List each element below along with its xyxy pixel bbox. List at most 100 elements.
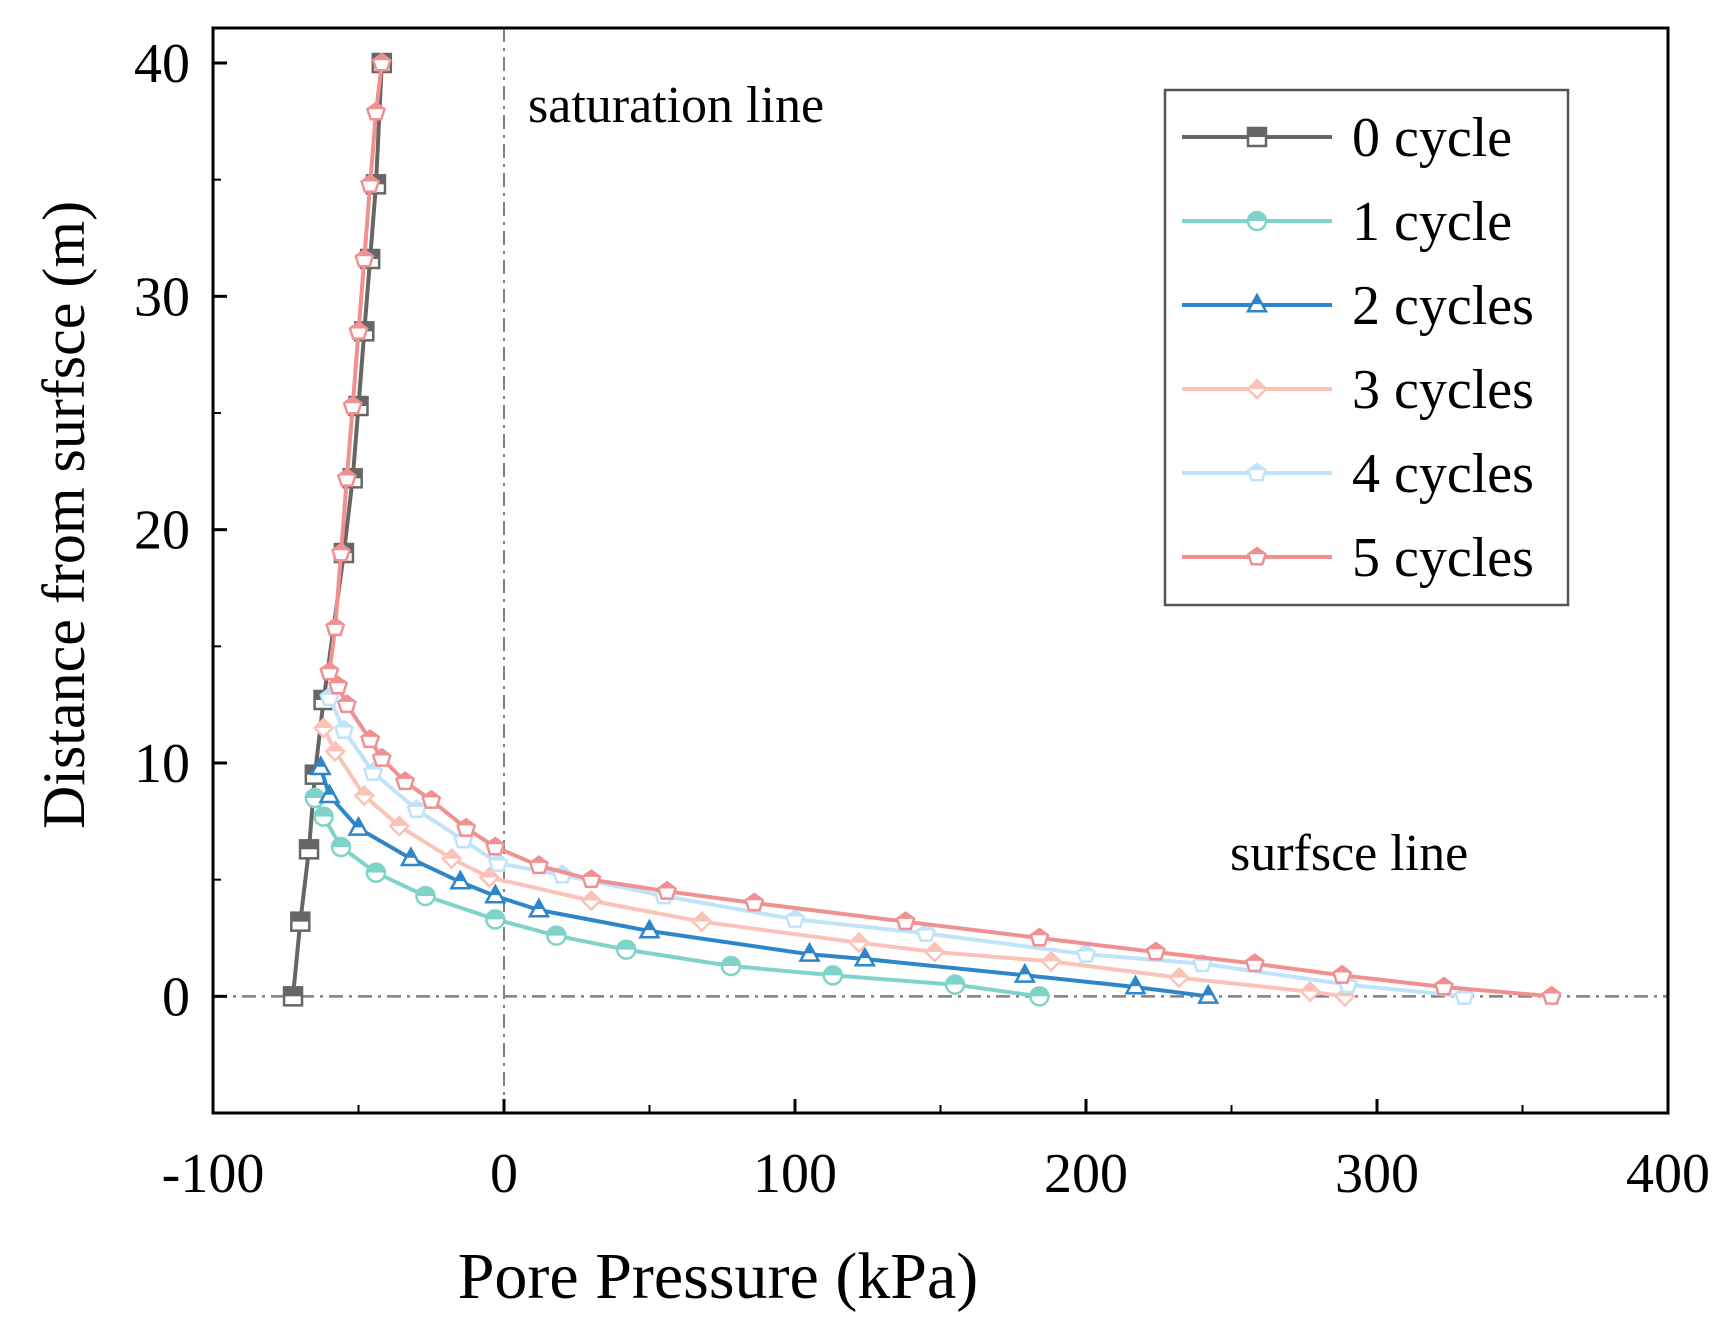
data-point-fill bbox=[284, 987, 303, 997]
y-tick-label: 20 bbox=[134, 500, 190, 562]
data-point-fill bbox=[925, 943, 944, 952]
data-point-fill bbox=[335, 721, 353, 728]
data-point-fill bbox=[338, 469, 356, 476]
data-point-fill bbox=[530, 856, 548, 863]
data-point-fill bbox=[367, 103, 385, 110]
data-point-fill bbox=[1435, 978, 1453, 985]
data-point-fill bbox=[1019, 965, 1030, 975]
data-point-fill bbox=[344, 397, 362, 404]
x-tick-label: 400 bbox=[1626, 1143, 1710, 1205]
x-tick-label: 200 bbox=[1044, 1143, 1128, 1205]
data-point-fill bbox=[442, 849, 461, 859]
data-point-fill bbox=[582, 870, 600, 877]
data-point-fill bbox=[1248, 128, 1266, 137]
data-point-fill bbox=[353, 818, 364, 828]
data-point-fill bbox=[326, 618, 344, 625]
legend-label: 5 cycles bbox=[1352, 527, 1534, 589]
data-point-fill bbox=[486, 910, 505, 920]
data-point-fill bbox=[338, 695, 356, 702]
data-point-fill bbox=[490, 886, 501, 896]
legend-box bbox=[1163, 88, 1570, 607]
data-point-fill bbox=[355, 786, 374, 796]
data-point-fill bbox=[390, 817, 409, 826]
data-point-fill bbox=[859, 949, 870, 959]
data-point-fill bbox=[314, 807, 333, 817]
data-point-fill bbox=[489, 854, 507, 861]
y-tick-label: 30 bbox=[134, 266, 190, 328]
series-1-cycle bbox=[304, 787, 1050, 1007]
series-line bbox=[321, 727, 1346, 999]
data-point-fill bbox=[823, 966, 842, 976]
data-point-fill bbox=[804, 944, 815, 954]
data-point-fill bbox=[315, 757, 326, 767]
data-point-fill bbox=[408, 800, 426, 807]
data-point-fill bbox=[1252, 295, 1262, 305]
x-tick-label: 0 bbox=[490, 1143, 518, 1205]
data-point-fill bbox=[1248, 212, 1266, 221]
data-point-fill bbox=[405, 848, 416, 858]
data-point-fill bbox=[897, 912, 915, 919]
data-point-fill bbox=[547, 926, 566, 936]
data-point-fill bbox=[480, 868, 499, 878]
legend: 0 cycle 1 cycle 2 cycles 3 cycles 4 cycles 5 … bbox=[1163, 88, 1570, 607]
legend-label: 3 cycles bbox=[1352, 359, 1534, 421]
data-point-fill bbox=[373, 749, 391, 756]
data-point-fill bbox=[320, 663, 338, 670]
data-point-fill bbox=[917, 924, 935, 931]
data-point-fill bbox=[305, 789, 324, 798]
data-point-fill bbox=[644, 921, 655, 931]
legend-label: 0 cycle bbox=[1352, 107, 1512, 169]
data-point-fill bbox=[1333, 966, 1351, 973]
data-point-fill bbox=[332, 544, 350, 551]
data-point-fill bbox=[786, 910, 804, 917]
data-point-fill bbox=[692, 912, 711, 922]
data-point-fill bbox=[1301, 982, 1320, 992]
data-point-fill bbox=[291, 912, 310, 922]
data-point-fill bbox=[1147, 943, 1165, 950]
data-point-fill bbox=[324, 785, 335, 795]
data-point-fill bbox=[1077, 945, 1095, 952]
series-3-cycles bbox=[312, 717, 1356, 1008]
y-tick-label: 10 bbox=[134, 733, 190, 795]
data-point-fill bbox=[533, 900, 544, 910]
x-tick-label: -100 bbox=[162, 1143, 265, 1205]
series-5-cycles bbox=[319, 52, 1562, 1005]
saturation-line-label: saturation line bbox=[528, 77, 824, 134]
data-point-fill bbox=[332, 838, 351, 847]
data-point-fill bbox=[1170, 968, 1189, 978]
y-axis-title: Distance from surfsce (m) bbox=[31, 201, 97, 829]
y-axis-ticks: 0 10 20 30 40 bbox=[134, 33, 227, 1114]
data-point-fill bbox=[745, 894, 763, 901]
data-point-fill bbox=[396, 772, 414, 779]
data-point-fill bbox=[366, 863, 385, 873]
series-line bbox=[327, 696, 1465, 999]
data-point-fill bbox=[721, 957, 740, 966]
y-tick-label: 0 bbox=[162, 966, 190, 1028]
data-point-fill bbox=[361, 730, 379, 737]
series-layer bbox=[282, 52, 1562, 1008]
data-point-fill bbox=[1248, 464, 1266, 471]
data-point-fill bbox=[1130, 977, 1141, 987]
data-point-fill bbox=[1248, 548, 1266, 555]
data-point-fill bbox=[422, 791, 440, 798]
data-point-fill bbox=[361, 175, 379, 182]
data-point-fill bbox=[416, 887, 435, 896]
x-tick-label: 100 bbox=[753, 1143, 837, 1205]
data-point-fill bbox=[329, 677, 347, 684]
x-axis-ticks: -100 0 100 200 300 400 bbox=[162, 1099, 1710, 1205]
x-axis-title: Pore Pressure (kPa) bbox=[458, 1240, 979, 1313]
series-line bbox=[291, 62, 384, 997]
data-point-fill bbox=[486, 838, 504, 845]
data-point-fill bbox=[658, 882, 676, 889]
data-point-fill bbox=[946, 975, 965, 985]
legend-label: 4 cycles bbox=[1352, 443, 1534, 505]
data-point-fill bbox=[455, 872, 466, 882]
reference-lines bbox=[213, 28, 1668, 1113]
data-point-fill bbox=[457, 819, 475, 826]
data-point-fill bbox=[314, 719, 333, 728]
series-2-cycles bbox=[309, 755, 1220, 1004]
legend-label: 2 cycles bbox=[1352, 275, 1534, 337]
data-point-fill bbox=[300, 840, 319, 850]
data-point-fill bbox=[349, 322, 368, 329]
